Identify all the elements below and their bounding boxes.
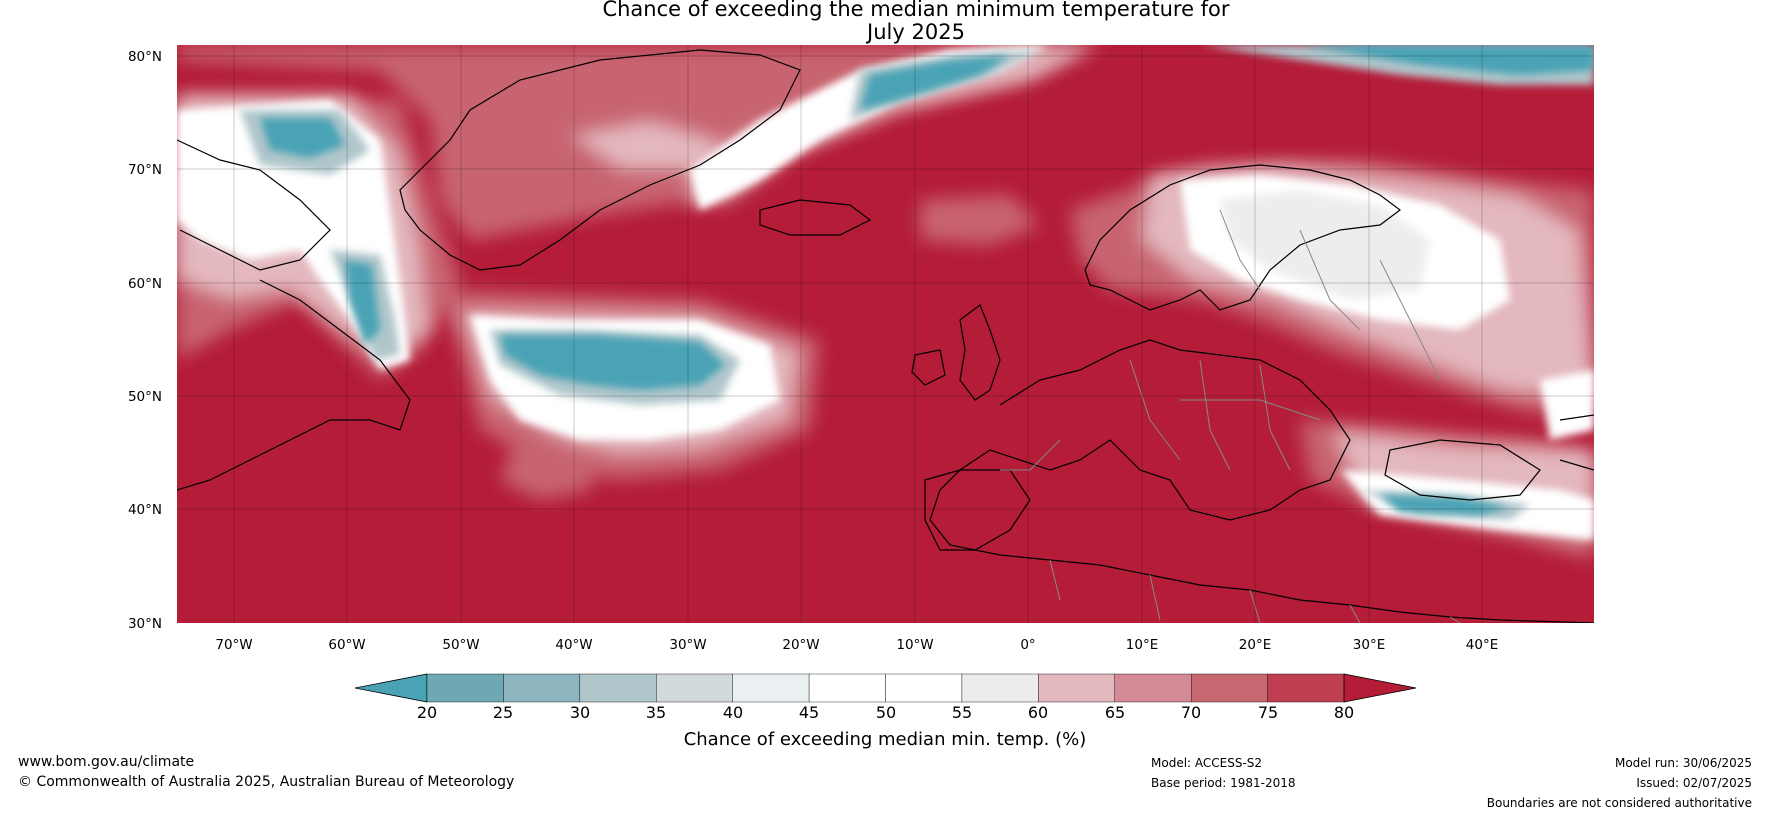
longitude-labels: 70°W 60°W 50°W 40°W 30°W 20°W 10°W 0° 10… [215,637,1498,653]
colorbar-tick: 70 [1181,703,1201,722]
greenland-coast [399,49,801,271]
colorbar-cell [656,673,733,703]
caspian-coast [1559,414,1594,471]
colorbar-cell [579,673,657,703]
probability-field [177,45,1594,560]
latitude-labels: 80°N 70°N 60°N 50°N 40°N 30°N [128,49,162,632]
colorbar-tick: 80 [1334,703,1354,722]
colorbar-cell [426,673,504,703]
lon-label: 30°W [669,637,706,653]
lat-label: 40°N [128,502,162,518]
colorbar: 20 25 30 35 40 45 50 55 60 65 70 75 80 C… [354,673,1417,750]
colorbar-cell [885,673,963,703]
footer-issued: Issued: 02/07/2025 [1636,776,1752,790]
graticule [177,45,1594,623]
lon-label: 50°W [442,637,479,653]
country-borders [1000,209,1461,623]
lat-label: 50°N [128,389,162,405]
colorbar-cell [1267,673,1345,703]
lon-label: 30°E [1353,637,1385,653]
labrador-coast [177,279,411,491]
lon-label: 40°W [555,637,592,653]
baffin-coast [177,139,331,271]
colorbar-title: Chance of exceeding median min. temp. (%… [684,729,1087,750]
lat-label: 60°N [128,276,162,292]
map-panel [177,45,1594,623]
colorbar-cell [503,673,581,703]
colorbar-cell [1038,673,1115,703]
footer-copyright: © Commonwealth of Australia 2025, Austra… [18,774,515,790]
black-sea-coast [1384,439,1541,501]
lon-label: 10°W [896,637,933,653]
map-title: Chance of exceeding the median minimum t… [0,0,1770,44]
colorbar-extend-high [1343,673,1417,703]
lon-label: 20°W [782,637,819,653]
uk-coast [911,304,1001,401]
colorbar-tick: 60 [1028,703,1048,722]
colorbar-cell [1114,673,1192,703]
iceland-coast [759,199,872,236]
colorbar-tick: 45 [799,703,819,722]
lon-label: 0° [1020,637,1035,653]
colorbar-cells [354,673,1417,703]
iberia-coast [924,469,1031,551]
lon-label: 10°E [1126,637,1158,653]
colorbar-tick: 25 [493,703,513,722]
colorbar-tick: 30 [570,703,590,722]
footer-base-period: Base period: 1981-2018 [1151,776,1296,790]
footer-model: Model: ACCESS-S2 [1151,756,1263,770]
colorbar-tick: 35 [646,703,666,722]
colorbar-cell [732,673,810,703]
lat-label: 70°N [128,162,162,178]
title-line-1: Chance of exceeding the median minimum t… [602,0,1230,21]
coastlines [177,49,1594,623]
lon-label: 20°E [1239,637,1271,653]
colorbar-tick: 40 [723,703,743,722]
footer-boundaries: Boundaries are not considered authoritat… [1486,796,1752,810]
lat-label: 80°N [128,49,162,65]
colorbar-cell [808,673,886,703]
colorbar-extend-low [354,673,428,703]
footer-website[interactable]: www.bom.gov.au/climate [18,754,195,770]
colorbar-cell [961,673,1039,703]
lon-label: 40°E [1466,637,1498,653]
lon-label: 70°W [215,637,252,653]
colorbar-tick-labels: 20 25 30 35 40 45 50 55 60 65 70 75 80 [417,703,1354,722]
colorbar-tick: 55 [952,703,972,722]
europe-coast [929,339,1594,623]
colorbar-tick: 75 [1258,703,1278,722]
lon-label: 60°W [328,637,365,653]
colorbar-tick: 65 [1105,703,1125,722]
footer-model-run: Model run: 30/06/2025 [1614,756,1752,770]
title-line-2: July 2025 [867,20,965,44]
colorbar-tick: 20 [417,703,437,722]
colorbar-tick: 50 [876,703,896,722]
colorbar-cell [1190,673,1268,703]
lat-label: 30°N [128,616,162,632]
scandinavia-coast [1084,164,1401,311]
